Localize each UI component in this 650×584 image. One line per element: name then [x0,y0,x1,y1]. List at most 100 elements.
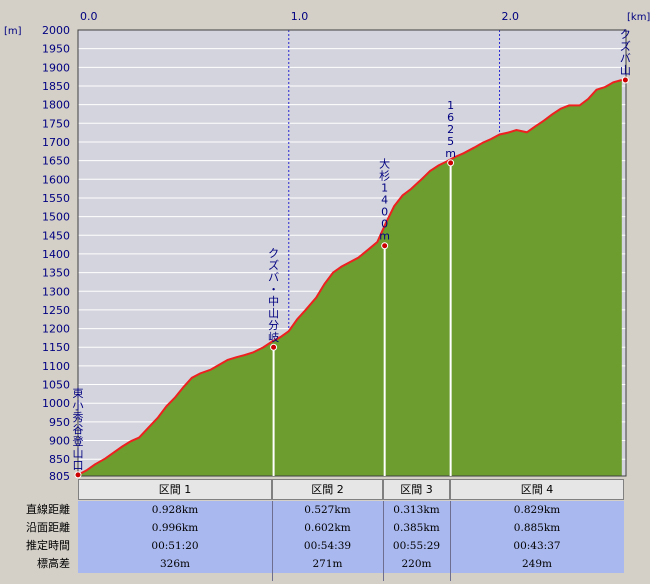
waypoint-marker [381,242,389,250]
y-tick-label: 1000 [42,397,70,410]
y-tick-label: 1950 [42,43,70,56]
waypoint-label-char: 6 [447,111,454,124]
y-tick-label: 1650 [42,155,70,168]
waypoint-label-char: ・ [268,283,279,296]
waypoint-label-char: 杉 [379,169,390,183]
y-tick-label: 1350 [42,267,70,280]
y-tick-label: 850 [49,453,70,466]
table-cell: 0.928km [78,501,272,519]
table-cell: 271m [272,555,383,573]
waypoint-label-char: 2 [447,123,454,136]
y-tick-label: 1200 [42,323,70,336]
segment-header: 区間 1 [78,479,272,500]
x-axis-unit: [km] [627,12,650,23]
table-cell: 0.313km [383,501,450,519]
table-cell: 326m [78,555,272,573]
waypoint-label-char: 0 [381,206,388,219]
waypoint-label-char: 秀 [73,411,84,424]
y-tick-label: 1400 [42,248,70,261]
waypoint-label-char: 5 [447,135,454,148]
waypoint-label-char: 小 [73,399,84,412]
y-tick-label: 1150 [42,341,70,354]
row-label: 推定時間 [26,539,70,552]
elevation-area [78,80,622,476]
waypoint-marker [447,159,455,167]
waypoint-label-char: 中 [268,295,279,308]
table-cell: 0.885km [450,519,624,537]
waypoint-label-char: 0 [381,218,388,231]
waypoint-label-char: 谷 [73,423,84,436]
plot-frame [77,29,627,477]
waypoint-label-char: 岐 [268,331,279,344]
waypoint-label-char: 登 [73,434,84,448]
row-label: 直線距離 [26,503,70,516]
segment-table: 区間 1 区間 2 区間 3 区間 4 直線距離 0.928km 0.527km… [0,479,650,584]
waypoint-marker [621,76,629,84]
elevation-line [77,79,623,476]
waypoint-label-char: ズ [620,39,631,53]
row-label: 沿面距離 [26,521,70,534]
x-tick-label: 2.0 [502,10,520,23]
table-cell: 00:55:29 [383,537,450,555]
segment-header: 区間 4 [450,479,624,500]
y-tick-label: 1850 [42,80,70,93]
waypoint-label-char: 山 [620,64,631,77]
table-cell: 249m [450,555,624,573]
waypoint-label-char: 4 [381,194,388,207]
waypoint-label-char: m [445,147,456,160]
table-cell: 00:43:37 [450,537,624,555]
table-cell: 0.385km [383,519,450,537]
y-tick-label: 1700 [42,136,70,149]
y-tick-label: 1600 [42,173,70,186]
y-tick-label: 1050 [42,379,70,392]
waypoint-label-char: 山 [73,447,84,460]
y-tick-label: 1250 [42,304,70,317]
table-row: 直線距離 0.928km 0.527km 0.313km 0.829km [0,501,650,519]
waypoint-label-char: ク [268,247,279,260]
table-cell: 00:51:20 [78,537,272,555]
waypoint-label-char: 口 [73,459,84,472]
x-tick-label: 1.0 [291,10,309,23]
x-tick-label: 0.0 [80,10,98,23]
y-tick-label: 805 [49,470,70,480]
y-tick-label: 1300 [42,285,70,298]
table-cell: 0.602km [272,519,383,537]
table-row: 推定時間 00:51:20 00:54:39 00:55:29 00:43:37 [0,537,650,555]
waypoint-label-char: 山 [268,307,279,320]
y-tick-label: 1800 [42,99,70,112]
y-tick-label: 1100 [42,360,70,373]
y-axis-unit: [m] [4,26,22,37]
table-row: 沿面距離 0.996km 0.602km 0.385km 0.885km [0,519,650,537]
waypoint-label-char: ズ [268,258,279,272]
waypoint-label-char: m [379,230,390,243]
table-row: 標高差 326m 271m 220m 249m [0,555,650,573]
waypoint-label-char: 1 [447,99,454,112]
column-divider [272,501,273,581]
waypoint-label-char: ク [620,28,631,41]
y-tick-label: 1900 [42,61,70,74]
y-tick-label: 900 [49,435,70,448]
waypoint-label-char: 1 [381,182,388,195]
table-cell: 0.996km [78,519,272,537]
y-tick-label: 950 [49,416,70,429]
table-cell: 220m [383,555,450,573]
y-tick-label: 1550 [42,192,70,205]
table-cell: 0.829km [450,501,624,519]
waypoint-marker [74,471,82,479]
segment-header: 区間 3 [383,479,450,500]
waypoint-marker [270,343,278,351]
y-tick-label: 1500 [42,211,70,224]
y-tick-label: 1750 [42,117,70,130]
segment-header: 区間 2 [272,479,383,500]
waypoint-label-char: バ [620,52,631,65]
elevation-profile-chart: 8058509009501000105011001150120012501300… [4,10,650,480]
table-cell: 00:54:39 [272,537,383,555]
y-tick-label: 1450 [42,229,70,242]
column-divider [383,501,384,581]
waypoint-label-char: 分 [268,319,279,332]
row-label: 標高差 [37,557,70,570]
column-divider [450,501,451,581]
y-tick-label: 2000 [42,24,70,37]
table-cell: 0.527km [272,501,383,519]
waypoint-label-char: 大 [379,157,390,171]
